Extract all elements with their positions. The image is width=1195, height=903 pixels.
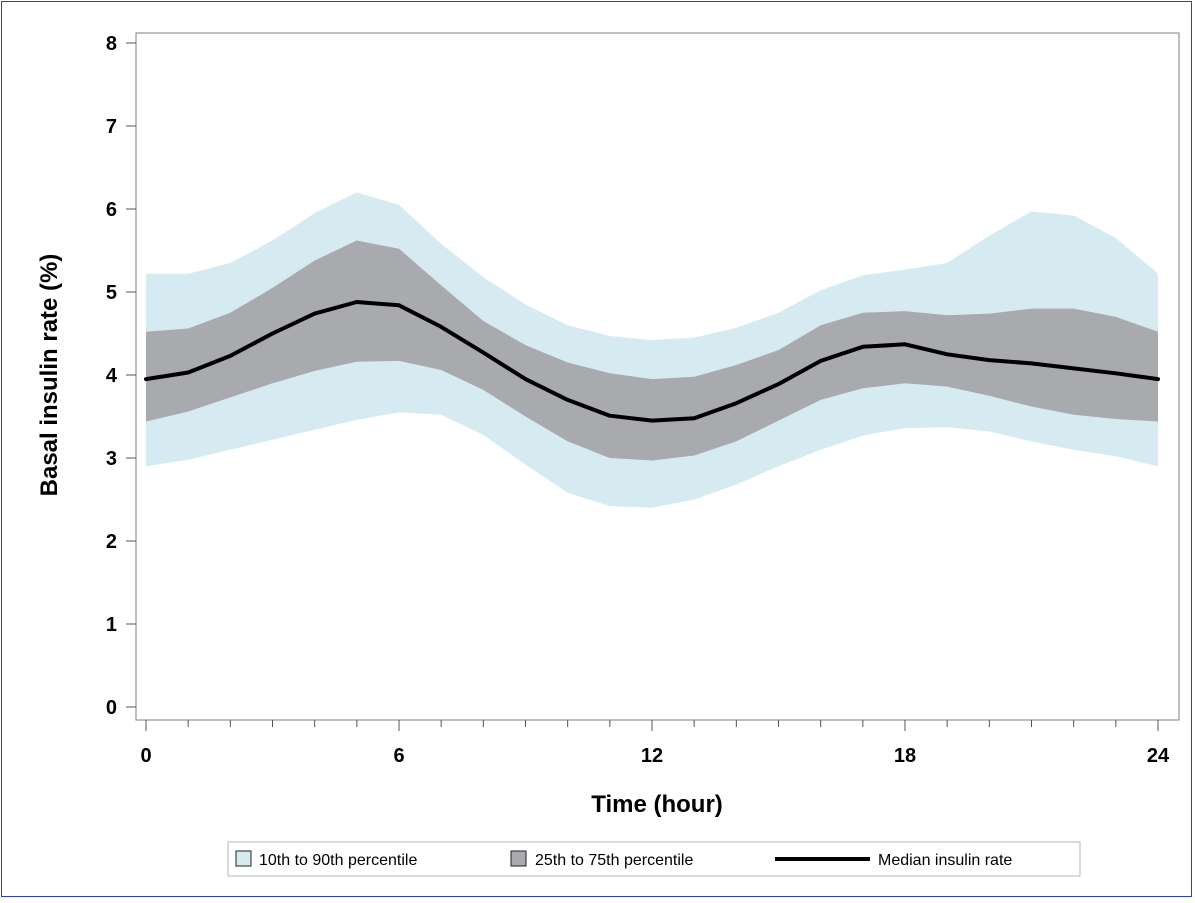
x-tick-label: 12 [641, 745, 663, 767]
y-tick-label: 4 [106, 365, 118, 387]
y-axis-title: Basal insulin rate (%) [36, 254, 63, 497]
x-axis-title: Time (hour) [591, 791, 723, 818]
legend-swatch-25-75 [510, 850, 527, 867]
legend-label-10-90: 10th to 90th percentile [259, 852, 417, 869]
x-tick-label: 18 [894, 745, 916, 767]
y-tick-label: 7 [106, 116, 117, 138]
legend-box [227, 841, 1081, 877]
y-tick-label: 1 [106, 614, 117, 636]
y-tick-label: 6 [106, 199, 117, 221]
y-tick-label: 5 [106, 282, 117, 304]
x-tick-label: 24 [1147, 745, 1170, 767]
bands-layer [146, 192, 1158, 508]
legend-label-25-75: 25th to 75th percentile [535, 852, 693, 869]
plot-area [135, 32, 1180, 721]
legend-swatch-10-90 [235, 850, 252, 867]
lines-layer [144, 300, 1160, 423]
y-tick-label: 0 [106, 697, 117, 719]
median-line [144, 300, 1160, 423]
x-tick-label: 0 [140, 745, 151, 767]
legend-label-median: Median insulin rate [878, 852, 1012, 869]
y-tick-label: 3 [106, 448, 117, 470]
y-tick-label: 2 [106, 531, 117, 553]
legend: 10th to 90th percentile 25th to 75th per… [227, 841, 1081, 877]
y-tick-label: 8 [106, 33, 117, 55]
band-1 [146, 240, 1158, 461]
x-tick-label: 6 [393, 745, 404, 767]
